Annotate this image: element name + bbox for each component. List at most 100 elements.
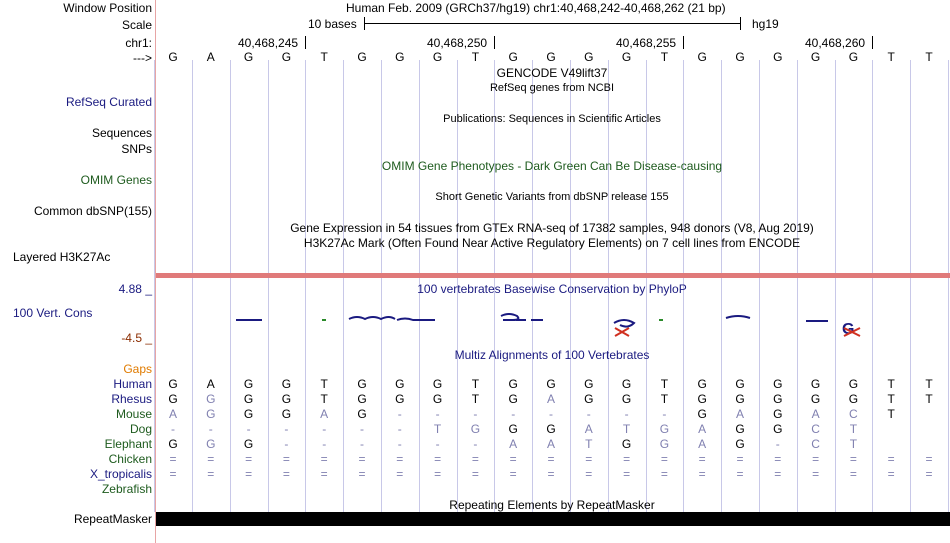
sequence-base: A [206, 50, 215, 64]
scale-label: Scale [121, 18, 152, 32]
layered-h3k27ac-label[interactable]: Layered H3K27Ac [13, 250, 111, 264]
h3k27ac-track-title[interactable]: H3K27Ac Mark (Often Found Near Active Re… [303, 236, 801, 250]
alignment-base: G [773, 422, 783, 436]
species-label[interactable]: Mouse [115, 407, 152, 421]
alignment-base: A [735, 407, 744, 421]
alignment-base: G [810, 377, 821, 391]
alignment-base: = [207, 452, 215, 466]
alignment-base: - [397, 437, 402, 451]
alignment-base: G [621, 437, 632, 451]
alignment-base: - [322, 422, 327, 436]
alignment-base: = [434, 467, 442, 481]
alignment-base: G [621, 392, 632, 406]
repeatmasker-bar[interactable] [156, 512, 950, 526]
alignment-base: - [549, 407, 553, 421]
alignment-base: = [547, 467, 555, 481]
alignment-base: = [585, 452, 593, 466]
coordinate-tick [305, 36, 306, 49]
phylop-conservation-plot[interactable]: G [156, 308, 950, 338]
sequence-base: T [925, 50, 933, 64]
sequence-base: G [357, 50, 367, 64]
phylop-mark [614, 327, 630, 337]
scale-text: 10 bases [308, 17, 357, 31]
alignment-base: = [169, 452, 177, 466]
sequence-base: G [546, 50, 556, 64]
refseq-track-subtitle[interactable]: RefSeq genes from NCBI [489, 82, 615, 94]
alignment-base: - [360, 422, 364, 436]
repeatmasker-label[interactable]: RepeatMasker [73, 512, 152, 526]
alignment-base: A [168, 407, 177, 421]
alignment-base: = [736, 452, 744, 466]
alignment-base: G [357, 407, 367, 421]
species-label[interactable]: X_tropicalis [89, 467, 152, 481]
alignment-base: T [471, 377, 480, 391]
alignment-base: = [736, 467, 744, 481]
alignment-base: G [810, 392, 821, 406]
sequence-base: T [320, 50, 328, 64]
sequence-base: G [584, 50, 594, 64]
publications-track-title[interactable]: Publications: Sequences in Scientific Ar… [443, 113, 661, 125]
alignment-base: G [773, 407, 783, 421]
alignment-base: G [697, 407, 707, 421]
alignment-base: = [396, 452, 404, 466]
window-position-value[interactable]: Human Feb. 2009 (GRCh37/hg19) chr1:40,46… [346, 1, 726, 15]
track-left-border [155, 0, 156, 543]
alignment-base: G [281, 392, 292, 406]
dbsnp-track-title[interactable]: Short Genetic Variants from dbSNP releas… [435, 191, 669, 203]
species-label[interactable]: Zebrafish [101, 482, 152, 496]
alignment-base: = [245, 467, 253, 481]
phylop-mark [843, 327, 861, 337]
gencode-track-title[interactable]: GENCODE V49lift37 [496, 66, 608, 80]
species-label[interactable]: Rhesus [111, 392, 152, 406]
coordinate-label: 40,468,260 [805, 36, 866, 50]
vert-cons-label[interactable]: 100 Vert. Cons [13, 306, 93, 320]
species-label[interactable]: Elephant [104, 437, 152, 451]
gaps-label[interactable]: Gaps [123, 362, 152, 376]
alignment-base: - [624, 407, 629, 421]
alignment-base: - [208, 422, 213, 436]
alignment-base: - [360, 437, 364, 451]
refseq-curated-label[interactable]: RefSeq Curated [65, 95, 152, 109]
alignment-base: T [887, 377, 895, 391]
species-label[interactable]: Human [113, 377, 152, 391]
omim-phenotypes-track-title[interactable]: OMIM Gene Phenotypes - Dark Green Can Be… [381, 159, 723, 173]
phylop-track-title[interactable]: 100 vertebrates Basewise Conservation by… [417, 282, 687, 296]
coordinate-tick [494, 36, 495, 49]
species-label[interactable]: Dog [129, 422, 152, 436]
alignment-base: G [773, 392, 783, 406]
alignment-base: T [660, 392, 669, 406]
alignment-base: = [698, 467, 706, 481]
alignment-base: = [471, 467, 479, 481]
coordinate-label: 40,468,250 [427, 36, 488, 50]
phylop-mark [500, 313, 520, 321]
alignment-base: G [357, 377, 367, 391]
alignment-base: G [659, 422, 670, 436]
alignment-base: = [660, 467, 668, 481]
phylop-mark [725, 315, 751, 319]
alignment-base: G [508, 392, 518, 406]
h3k27ac-signal-bar[interactable] [156, 273, 950, 278]
repeatmasker-track-title[interactable]: Repeating Elements by RepeatMasker [449, 498, 655, 512]
sequences-label[interactable]: Sequences [91, 126, 152, 140]
alignment-base: T [320, 392, 328, 406]
alignment-base: T [433, 422, 442, 436]
alignment-base: G [848, 377, 859, 391]
gtex-track-title[interactable]: Gene Expression in 54 tissues from GTEx … [290, 221, 814, 235]
species-label[interactable]: Chicken [108, 452, 152, 466]
scale-bar-right-tick [740, 17, 741, 30]
sequence-base: G [697, 50, 707, 64]
alignment-base: G [697, 377, 707, 391]
snps-label[interactable]: SNPs [121, 142, 152, 156]
alignment-base: G [395, 392, 405, 406]
alignment-base: - [397, 407, 402, 421]
alignment-base: T [320, 377, 328, 391]
alignment-base: T [849, 422, 858, 436]
alignment-base: G [584, 392, 594, 406]
alignment-base: = [774, 467, 782, 481]
omim-genes-label[interactable]: OMIM Genes [80, 173, 152, 187]
common-dbsnp-label[interactable]: Common dbSNP(155) [33, 204, 152, 218]
alignment-base: - [586, 407, 591, 421]
alignment-base: G [206, 392, 216, 406]
multiz-track-title[interactable]: Multiz Alignments of 100 Vertebrates [454, 348, 650, 362]
window-position-label: Window Position [63, 1, 152, 15]
